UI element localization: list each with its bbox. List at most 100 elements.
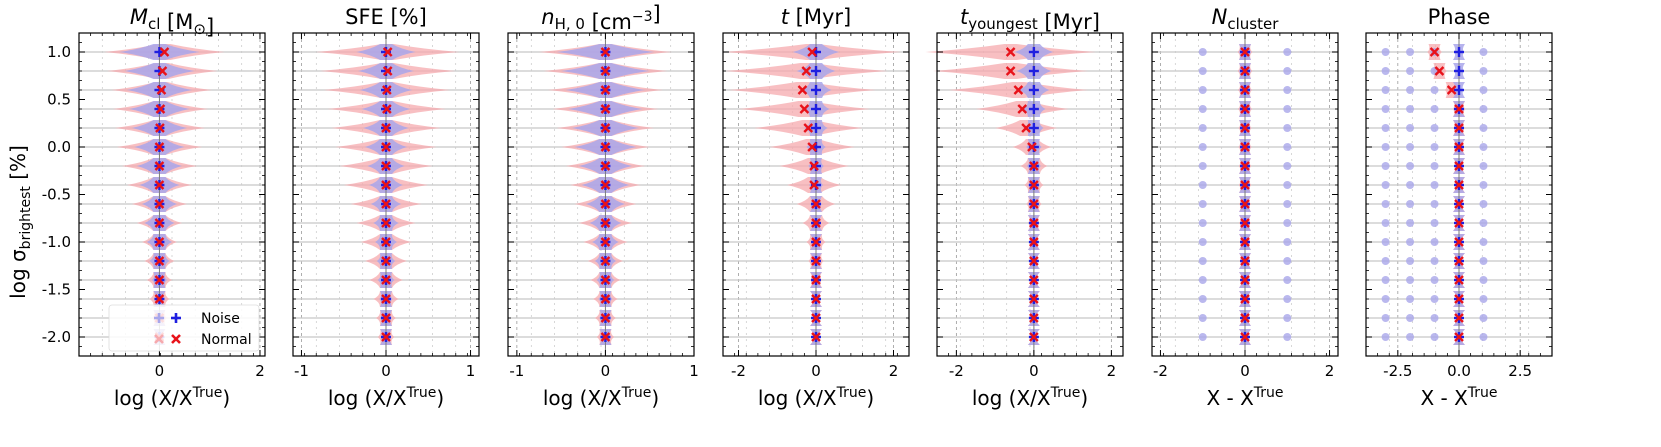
panel-2: -1 0 1 nH, 0 [cm−3] log (X/XTrue) bbox=[507, 2, 699, 410]
secondary-violin bbox=[1479, 124, 1488, 132]
normal-marker bbox=[1240, 85, 1250, 95]
secondary-violin bbox=[1381, 200, 1390, 208]
y-axis-label: log σbrightest [%] bbox=[6, 145, 34, 299]
normal-marker bbox=[1454, 142, 1464, 152]
normal-marker bbox=[811, 332, 821, 342]
secondary-violin bbox=[1381, 48, 1390, 56]
secondary-violin bbox=[1198, 67, 1207, 75]
secondary-violin bbox=[1198, 276, 1207, 284]
normal-marker bbox=[811, 275, 821, 285]
normal-marker bbox=[381, 104, 392, 114]
normal-marker bbox=[1454, 256, 1464, 266]
normal-marker bbox=[1240, 332, 1250, 342]
normal-marker bbox=[600, 47, 611, 57]
normal-marker bbox=[1021, 123, 1031, 133]
panel-5: -2 0 2 Ncluster X - XTrue bbox=[1151, 5, 1339, 410]
normal-marker bbox=[381, 123, 391, 133]
secondary-violin bbox=[1283, 295, 1292, 303]
secondary-violin bbox=[1479, 238, 1488, 246]
normal-marker bbox=[1005, 66, 1016, 76]
secondary-violin bbox=[1381, 295, 1390, 303]
normal-marker bbox=[154, 161, 165, 171]
x-axis-label: log (X/XTrue) bbox=[543, 385, 659, 410]
secondary-violin bbox=[1406, 105, 1415, 113]
y-tick-label: -1.0 bbox=[42, 233, 71, 251]
normal-marker bbox=[600, 256, 611, 266]
secondary-violin bbox=[1406, 314, 1415, 322]
panel-title-rest: [M bbox=[160, 10, 193, 34]
secondary-violin bbox=[1430, 124, 1439, 132]
secondary-violin bbox=[1283, 276, 1292, 284]
normal-marker bbox=[1434, 66, 1445, 76]
x-tick-label: 0 bbox=[381, 362, 391, 380]
x-axis-label-sup: True bbox=[621, 385, 652, 401]
normal-marker bbox=[600, 104, 611, 114]
secondary-violin bbox=[1406, 238, 1415, 246]
panel-title-close: ] bbox=[206, 15, 214, 39]
panel-title: t [Myr] bbox=[781, 5, 851, 29]
x-tick-label: 1 bbox=[689, 362, 699, 380]
secondary-violin bbox=[1430, 333, 1439, 341]
legend-box bbox=[108, 304, 260, 352]
normal-marker bbox=[809, 161, 819, 171]
normal-marker bbox=[381, 142, 391, 152]
secondary-violin bbox=[1430, 295, 1439, 303]
legend-label: Noise bbox=[201, 311, 240, 327]
normal-marker bbox=[156, 85, 167, 95]
secondary-violin bbox=[1406, 48, 1415, 56]
panel-title-odot: ⊙ bbox=[193, 20, 206, 38]
secondary-violin bbox=[1283, 238, 1292, 246]
x-axis-label-close: ) bbox=[222, 386, 230, 410]
normal-marker bbox=[1029, 275, 1039, 285]
normal-marker bbox=[600, 142, 611, 152]
secondary-violin bbox=[1406, 276, 1415, 284]
x-axis-label-sup: True bbox=[1050, 385, 1081, 401]
x-tick-label: 0 bbox=[1029, 362, 1039, 380]
secondary-violin bbox=[1430, 105, 1439, 113]
normal-marker bbox=[1240, 180, 1250, 190]
secondary-violin bbox=[1198, 238, 1207, 246]
x-axis-label-close: ) bbox=[866, 386, 874, 410]
secondary-violin bbox=[1283, 124, 1292, 132]
secondary-violin bbox=[1283, 67, 1292, 75]
secondary-violin bbox=[1430, 314, 1439, 322]
x-axis-label-sup: True bbox=[836, 385, 867, 401]
panel-title-main: N bbox=[1212, 5, 1228, 29]
secondary-violin bbox=[1283, 333, 1292, 341]
normal-marker bbox=[1454, 237, 1464, 247]
secondary-violin bbox=[1198, 314, 1207, 322]
normal-marker bbox=[154, 294, 165, 304]
secondary-violin bbox=[1406, 219, 1415, 227]
panel-title-sub: cl bbox=[148, 15, 160, 33]
x-axis-label-sup: True bbox=[1467, 385, 1498, 401]
secondary-violin bbox=[1381, 105, 1390, 113]
secondary-violin bbox=[1283, 143, 1292, 151]
secondary-violin bbox=[1283, 200, 1292, 208]
normal-marker bbox=[1017, 104, 1028, 114]
normal-marker bbox=[154, 142, 165, 152]
secondary-violin bbox=[1479, 48, 1488, 56]
normal-marker bbox=[807, 47, 817, 57]
secondary-violin bbox=[1479, 105, 1488, 113]
legend-label: Normal bbox=[201, 332, 252, 348]
secondary-violin bbox=[1430, 181, 1439, 189]
x-axis-label: log (X/XTrue) bbox=[328, 385, 444, 410]
normal-marker bbox=[381, 161, 391, 171]
normal-marker bbox=[1454, 313, 1464, 323]
panel-title-sub: H, 0 bbox=[555, 15, 585, 33]
secondary-violin bbox=[1479, 333, 1488, 341]
normal-marker bbox=[1029, 313, 1039, 323]
normal-marker bbox=[1240, 123, 1250, 133]
secondary-violin bbox=[1406, 257, 1415, 265]
secondary-violin bbox=[1198, 295, 1207, 303]
normal-marker bbox=[1454, 275, 1464, 285]
x-tick-label: -2.5 bbox=[1383, 362, 1412, 380]
normal-marker bbox=[1454, 123, 1464, 133]
normal-marker bbox=[381, 180, 391, 190]
secondary-violin bbox=[1479, 162, 1488, 170]
panels-group: 0 2 1.0 0.5 0.0 -0.5 -1.0 -1.5 -2.0 Mcl [M⊙] log (… bbox=[42, 2, 1553, 410]
secondary-violin bbox=[1406, 143, 1415, 151]
normal-marker bbox=[803, 123, 814, 133]
secondary-violin bbox=[1381, 67, 1390, 75]
